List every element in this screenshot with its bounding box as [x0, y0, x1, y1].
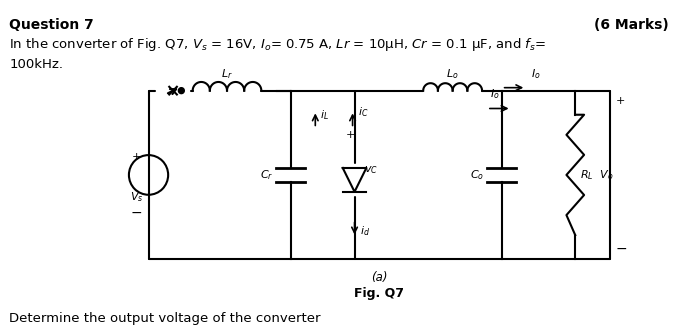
Text: +: +	[616, 95, 625, 106]
Text: +: +	[346, 130, 355, 140]
Text: 100kHz.: 100kHz.	[9, 58, 63, 71]
Text: $R_L$  $V_o$: $R_L$ $V_o$	[580, 168, 614, 182]
Text: $i_d$: $i_d$	[361, 224, 370, 239]
Text: −: −	[616, 242, 627, 256]
Text: In the converter of Fig. Q7, $V_s$ = 16V, $I_o$= 0.75 A, $Lr$ = 10μH, $Cr$ = 0.1: In the converter of Fig. Q7, $V_s$ = 16V…	[9, 36, 546, 53]
Text: Fig. Q7: Fig. Q7	[354, 287, 404, 300]
Text: Question 7: Question 7	[9, 18, 94, 32]
Text: −: −	[131, 206, 142, 219]
Text: (6 Marks): (6 Marks)	[594, 18, 669, 32]
Circle shape	[178, 88, 184, 93]
Text: $C_r$: $C_r$	[260, 168, 273, 182]
Text: $i_L$: $i_L$	[320, 109, 329, 122]
Text: $i_C$: $i_C$	[358, 106, 369, 119]
Text: $V_s$: $V_s$	[130, 190, 144, 204]
Text: $v_C$: $v_C$	[365, 164, 378, 176]
Text: +: +	[132, 152, 142, 162]
Text: Determine the output voltage of the converter: Determine the output voltage of the conv…	[9, 312, 321, 325]
Text: $L_o$: $L_o$	[447, 67, 459, 81]
Text: (a): (a)	[371, 271, 387, 284]
Text: $I_o$: $I_o$	[531, 67, 541, 81]
Text: $I_o$: $I_o$	[490, 87, 499, 100]
Text: $C_o$: $C_o$	[470, 168, 484, 182]
Text: $L_r$: $L_r$	[221, 67, 233, 81]
